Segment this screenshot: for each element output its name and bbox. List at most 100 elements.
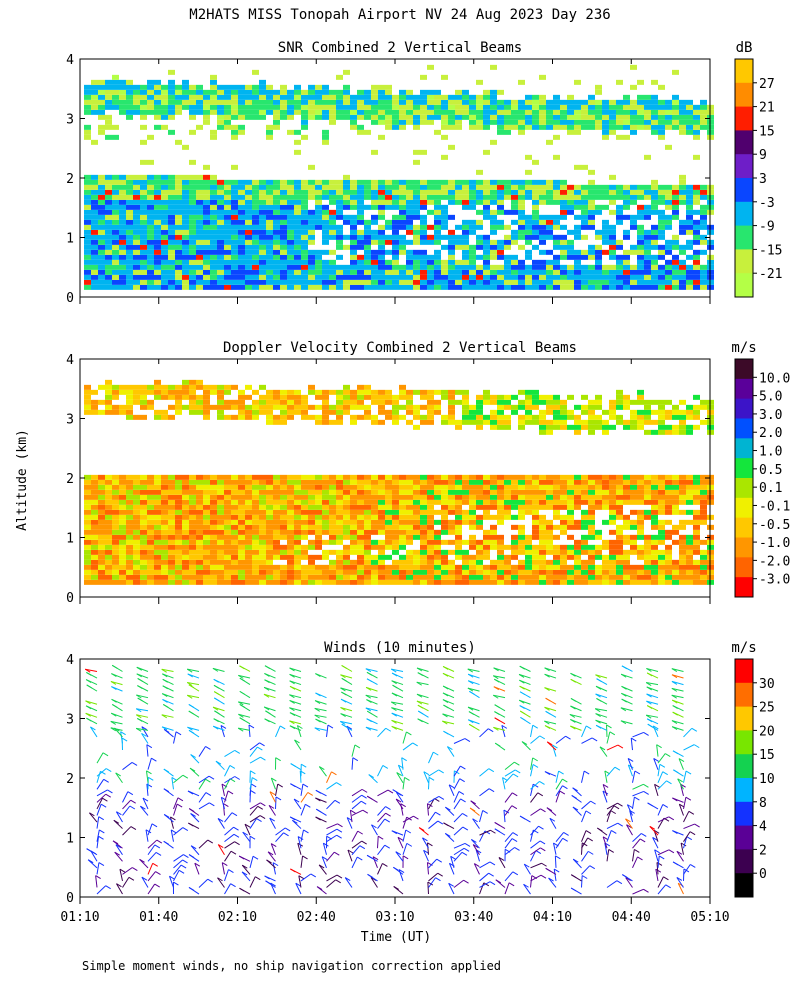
snr-cell — [637, 209, 644, 215]
snr-cell — [210, 204, 217, 210]
snr-cell — [602, 204, 609, 210]
snr-cell — [189, 224, 196, 230]
velocity-cell — [336, 529, 343, 535]
velocity-cell — [609, 529, 616, 535]
snr-cell — [280, 224, 287, 230]
velocity-cell — [609, 539, 616, 545]
snr-cell — [553, 239, 560, 245]
snr-cell — [504, 179, 511, 185]
velocity-cell — [112, 529, 119, 535]
velocity-cell — [518, 524, 525, 530]
velocity-cell — [315, 394, 322, 400]
velocity-cell — [434, 389, 441, 395]
velocity-cell — [497, 509, 504, 515]
wind-barb — [96, 804, 102, 816]
snr-cell — [105, 239, 112, 245]
velocity-cell — [133, 389, 140, 395]
snr-cell — [595, 249, 602, 255]
snr-cell — [679, 179, 686, 185]
snr-cell — [322, 189, 329, 195]
velocity-cell — [294, 579, 301, 585]
snr-cell — [315, 279, 322, 285]
snr-cell — [497, 244, 504, 250]
snr-cell — [105, 179, 112, 185]
snr-cell — [364, 194, 371, 200]
velocity-cell — [161, 579, 168, 585]
snr-cell — [161, 244, 168, 250]
velocity-cell — [147, 509, 154, 515]
velocity-cell — [490, 529, 497, 535]
snr-cell — [168, 189, 175, 195]
snr-cell — [126, 84, 133, 90]
velocity-cell — [518, 559, 525, 565]
velocity-cell — [322, 394, 329, 400]
velocity-cell — [441, 574, 448, 580]
snr-cell — [329, 279, 336, 285]
snr-cell — [469, 204, 476, 210]
snr-cell — [679, 194, 686, 200]
snr-cell — [266, 99, 273, 105]
snr-cell — [371, 119, 378, 125]
velocity-cell — [399, 474, 406, 480]
snr-cell — [301, 104, 308, 110]
snr-cell — [126, 194, 133, 200]
velocity-cell — [315, 539, 322, 545]
snr-cell — [539, 194, 546, 200]
velocity-cell — [560, 414, 567, 420]
velocity-cell — [511, 564, 518, 570]
velocity-cell — [469, 559, 476, 565]
colorbar-label: -0.1 — [759, 499, 790, 514]
snr-cell — [588, 194, 595, 200]
snr-cell — [665, 194, 672, 200]
velocity-cell — [672, 569, 679, 575]
wind-barb — [96, 793, 107, 803]
velocity-cell — [392, 414, 399, 420]
snr-cell — [273, 259, 280, 265]
velocity-cell — [602, 559, 609, 565]
snr-cell — [406, 94, 413, 100]
snr-cell — [133, 244, 140, 250]
velocity-cell — [637, 414, 644, 420]
snr-cell — [133, 259, 140, 265]
snr-cell — [126, 199, 133, 205]
snr-cell — [287, 244, 294, 250]
velocity-cell — [406, 389, 413, 395]
velocity-cell — [511, 539, 518, 545]
snr-cell — [84, 219, 91, 225]
snr-cell — [266, 219, 273, 225]
snr-cell — [679, 229, 686, 235]
snr-cell — [420, 99, 427, 105]
velocity-cell — [532, 489, 539, 495]
velocity-cell — [350, 489, 357, 495]
snr-cell — [294, 99, 301, 105]
velocity-cell — [196, 409, 203, 415]
snr-cell — [294, 274, 301, 280]
colorbar-swatch — [735, 154, 753, 179]
snr-cell — [98, 104, 105, 110]
velocity-cell — [546, 479, 553, 485]
velocity-cell — [427, 534, 434, 540]
snr-cell — [280, 94, 287, 100]
velocity-cell — [651, 504, 658, 510]
snr-cell — [476, 279, 483, 285]
velocity-cell — [399, 529, 406, 535]
snr-cell — [252, 189, 259, 195]
snr-cell — [224, 189, 231, 195]
velocity-cell — [595, 399, 602, 405]
snr-cell — [105, 194, 112, 200]
snr-cell — [518, 104, 525, 110]
snr-cell — [630, 264, 637, 270]
snr-cell — [574, 79, 581, 85]
velocity-cell — [189, 529, 196, 535]
snr-cell — [175, 214, 182, 220]
snr-cell — [91, 104, 98, 110]
velocity-cell — [567, 519, 574, 525]
snr-cell — [441, 194, 448, 200]
velocity-cell — [546, 419, 553, 425]
snr-cell — [588, 94, 595, 100]
velocity-cell — [637, 514, 644, 520]
snr-cell — [560, 189, 567, 195]
snr-cell — [84, 224, 91, 230]
snr-cell — [483, 184, 490, 190]
snr-cell — [609, 244, 616, 250]
